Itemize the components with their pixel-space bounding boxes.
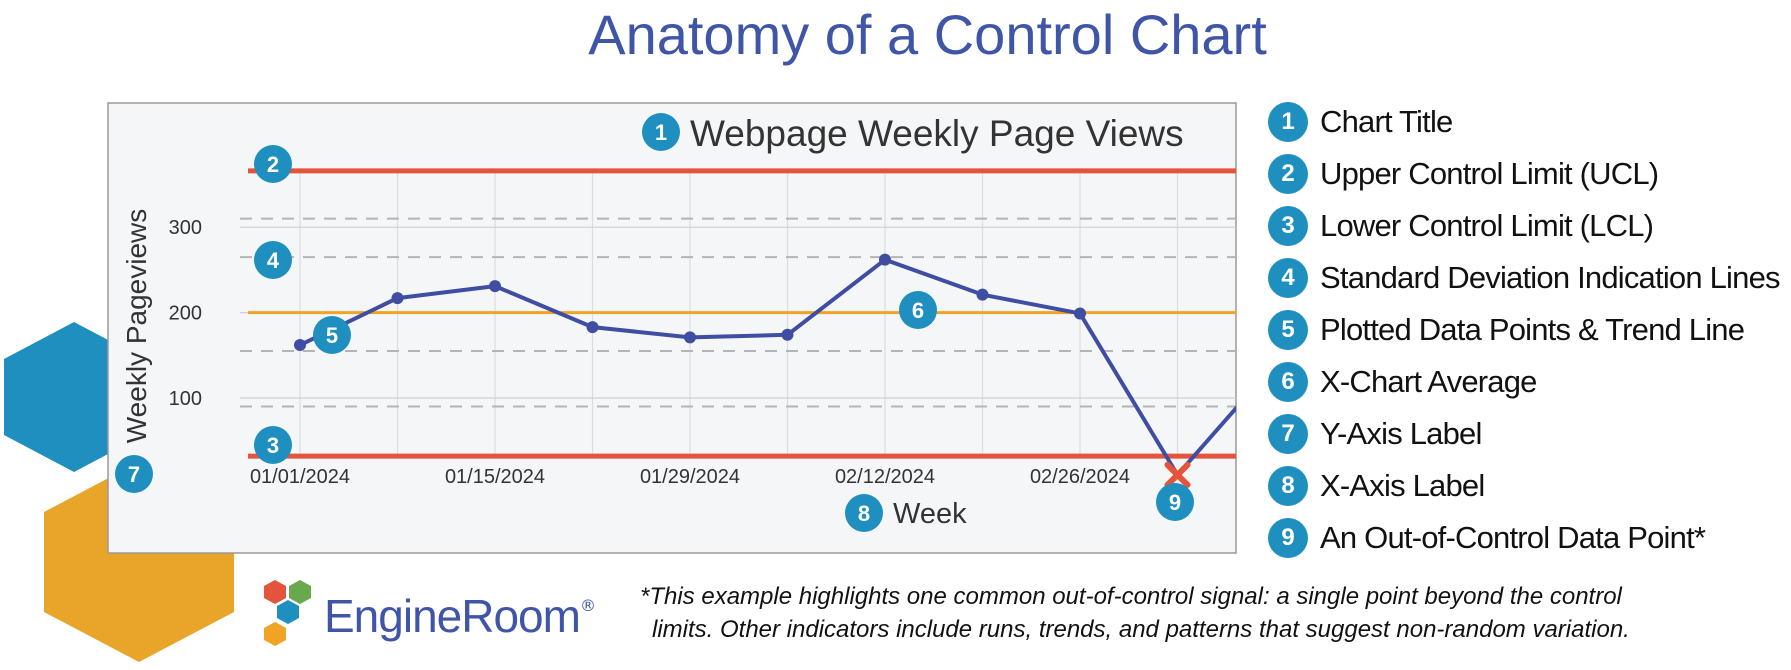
data-point [684,331,696,344]
callout-number: 2 [267,152,279,177]
x-tick-label: 01/15/2024 [445,466,545,488]
data-point [391,292,404,305]
logo-hex-red [264,580,286,604]
data-point [976,288,989,301]
callout-badge-8 [845,494,883,532]
chart-title: Webpage Weekly Page Views [690,113,1184,154]
legend-item-y-axis-label: 7 Y-Axis Label [1268,408,1788,460]
legend-label: Y-Axis Label [1320,416,1482,451]
y-tick-label: 100 [169,388,202,410]
legend-item-chart-title: 1 Chart Title [1268,96,1788,148]
callout-number: 3 [267,433,279,458]
legend-label: X-Chart Average [1320,364,1537,399]
x-axis-label: Week [893,498,967,530]
legend-label: Chart Title [1320,104,1453,139]
callout-badge-9 [1156,483,1194,521]
x-tick-label: 02/12/2024 [835,466,935,488]
legend-item-lcl: 3 Lower Control Limit (LCL) [1268,200,1788,252]
legend-item-data-points: 5 Plotted Data Points & Trend Line [1268,304,1788,356]
callout-number: 1 [655,120,667,145]
enginelroom-logo: EngineRoom ® [262,580,596,652]
legend-label: Upper Control Limit (UCL) [1320,156,1659,191]
chart-frame [107,102,1237,554]
callout-number: 4 [267,248,280,273]
legend-badge: 9 [1268,518,1308,558]
callout-badge-6 [899,291,937,329]
legend-badge: 2 [1268,154,1308,194]
callout-number: 7 [128,462,140,487]
callout-badge-7 [115,455,153,493]
legend-badge: 7 [1268,414,1308,454]
legend-label: Plotted Data Points & Trend Line [1320,312,1745,347]
y-tick-label: 200 [169,303,202,325]
y-tick-label: 300 [169,217,202,239]
callout-number: 8 [858,501,870,526]
legend: 1 Chart Title 2 Upper Control Limit (UCL) … [1268,96,1788,564]
callout-number: 5 [326,323,338,348]
footnote-line-1: *This example highlights one common out-… [640,583,1622,610]
data-point [879,253,891,266]
callout-badge-5 [313,316,351,354]
legend-badge: 3 [1268,206,1308,246]
footnote-line-2: limits. Other indicators include runs, t… [652,616,1630,643]
legend-label: Standard Deviation Indication Lines [1320,260,1781,295]
legend-badge: 1 [1268,102,1308,142]
legend-label: X-Axis Label [1320,468,1485,503]
footnote: *This example highlights one common out-… [640,580,1780,646]
legend-badge: 4 [1268,258,1308,298]
logo-wordmark: EngineRoom [324,590,581,642]
logo-hex-blue [277,600,299,624]
legend-item-average: 6 X-Chart Average [1268,356,1788,408]
callout-badge-4 [254,241,292,279]
callout-number: 9 [1169,490,1181,515]
callout-badge-1 [642,113,680,151]
logo-registered-mark: ® [579,596,596,615]
legend-badge: 8 [1268,466,1308,506]
x-tick-label: 01/01/2024 [250,466,350,488]
legend-badge: 6 [1268,362,1308,402]
logo-hex-orange [264,622,286,646]
legend-item-std-dev: 4 Standard Deviation Indication Lines [1268,252,1788,304]
data-point [1074,307,1086,320]
page-title: Anatomy of a Control Chart [588,3,1267,66]
y-axis-label: Weekly Pageviews [121,209,152,443]
x-tick-label: 02/26/2024 [1030,466,1130,488]
data-point [489,280,501,293]
legend-label: Lower Control Limit (LCL) [1320,208,1654,243]
data-point [781,328,794,341]
logo-hex-green [289,580,311,604]
logo-mark-icon [264,580,311,646]
legend-badge: 5 [1268,310,1308,350]
x-tick-label: 01/29/2024 [640,466,740,488]
out-of-control-marker [1164,461,1191,488]
data-point [586,321,599,334]
legend-item-x-axis-label: 8 X-Axis Label [1268,460,1788,512]
data-point [294,339,306,352]
legend-label: An Out-of-Control Data Point* [1320,520,1706,555]
callout-badge-3 [254,426,292,464]
legend-item-ucl: 2 Upper Control Limit (UCL) [1268,148,1788,200]
legend-item-out-of-control: 9 An Out-of-Control Data Point* [1268,512,1788,564]
callout-badge-2 [254,145,292,183]
callout-number: 6 [912,298,924,323]
